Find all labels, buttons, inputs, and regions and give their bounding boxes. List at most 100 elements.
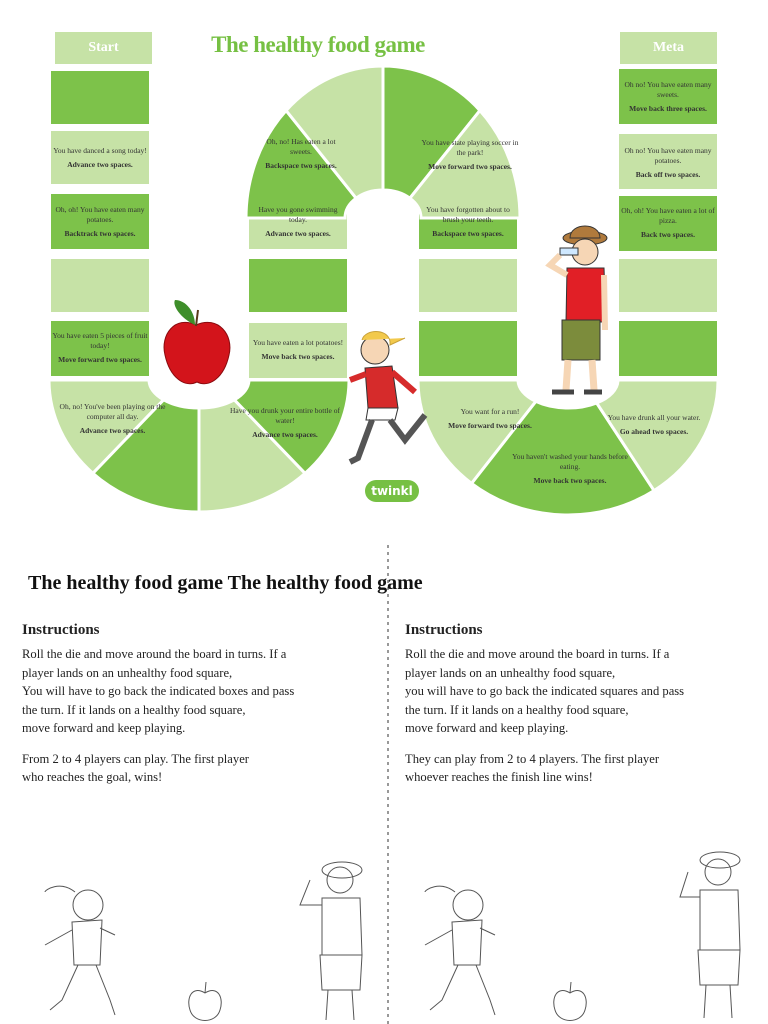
boy-outline bbox=[299, 861, 363, 1021]
instruction-line: whoever reaches the finish line wins! bbox=[405, 770, 593, 784]
board-tile bbox=[247, 257, 349, 314]
tile-text: You haven't washed your hands before eat… bbox=[510, 444, 630, 494]
tile-message: Oh, no! You've been playing on the compu… bbox=[59, 401, 166, 421]
board-tile bbox=[49, 129, 151, 186]
coloring-illustrations bbox=[44, 851, 741, 1021]
instruction-line: From 2 to 4 players can play. The first … bbox=[22, 751, 249, 766]
instruction-column: Instructions Roll the die and move around… bbox=[405, 622, 750, 799]
tile-message: You have forgotten about to brush your t… bbox=[426, 204, 510, 224]
tile-message: Oh, oh! You have eaten a lot of pizza. bbox=[621, 205, 715, 225]
tile-message: You have state playing soccer in the par… bbox=[421, 137, 519, 157]
board-tile bbox=[49, 257, 151, 314]
board-tile bbox=[197, 397, 308, 514]
tile-action: Backtrack two spaces. bbox=[64, 229, 136, 239]
tile-action: Move forward two spaces. bbox=[58, 355, 142, 365]
tile-message: You haven't washed your hands before eat… bbox=[512, 451, 628, 471]
tile-action: Move forward two spaces. bbox=[448, 421, 532, 430]
instruction-title: Instructions bbox=[22, 622, 100, 638]
tile-action: Back two spaces. bbox=[641, 230, 695, 240]
instruction-line: Roll the die and move around the board i… bbox=[22, 647, 287, 661]
tile-message: You have eaten a lot potatoes! bbox=[252, 337, 344, 347]
tile-text: Oh no! You have eaten many potatoes. Back… bbox=[620, 138, 716, 188]
tile-text: Oh, oh! You have eaten many potatoes. Bac… bbox=[52, 196, 148, 248]
girl-outline bbox=[44, 885, 116, 1016]
tile-action: Move back two spaces. bbox=[533, 476, 607, 486]
finish-label: Meta bbox=[620, 32, 717, 64]
tile-text: You have drunk all your water. Go ahead t… bbox=[606, 396, 702, 454]
board-tile bbox=[617, 67, 719, 126]
tile-message: Oh, no! Has eaten a lot sweets. bbox=[266, 136, 336, 156]
board-tile bbox=[417, 257, 519, 314]
instruction-paragraph: Roll the die and move around the board i… bbox=[405, 645, 750, 738]
instruction-column: Instructions Roll the die and move around… bbox=[22, 622, 367, 799]
tile-text: You have state playing soccer in the par… bbox=[420, 120, 520, 190]
tile-action: Back off two spaces. bbox=[635, 170, 701, 180]
girl-illustration bbox=[348, 331, 428, 465]
instruction-line: who reaches the goal, wins! bbox=[22, 770, 163, 784]
tile-text: You have danced a song today! Advance two… bbox=[52, 132, 148, 184]
instruction-line: you will have to go back the indicated s… bbox=[405, 684, 685, 698]
apple-outline bbox=[188, 981, 222, 1021]
tile-action: Backspace two spaces. bbox=[265, 161, 337, 171]
board-tile bbox=[469, 399, 657, 517]
tile-action: Move forward two spaces. bbox=[428, 162, 512, 172]
board-tile bbox=[49, 192, 151, 251]
tile-message: Oh, oh! You have eaten many potatoes. bbox=[55, 204, 145, 224]
tile-message: You have eaten 5 pieces of fruit today! bbox=[52, 330, 148, 350]
board-tile bbox=[49, 319, 151, 378]
tile-action: Advance two spaces. bbox=[67, 160, 133, 169]
tile-action: Go ahead two spaces. bbox=[619, 427, 689, 436]
tile-action: Move back three spaces. bbox=[629, 104, 707, 114]
tile-text: Oh, no! You've been playing on the compu… bbox=[55, 388, 170, 450]
instruction-line: move forward and keep playing. bbox=[22, 721, 186, 735]
board-tile bbox=[617, 194, 719, 253]
board-tile bbox=[407, 108, 522, 220]
board-tiles bbox=[47, 64, 720, 517]
tile-action: Advance two spaces. bbox=[265, 229, 331, 239]
board-tile bbox=[247, 321, 349, 380]
board-tile bbox=[617, 132, 719, 191]
sheet-heading: The healthy food game The healthy food g… bbox=[28, 572, 423, 594]
board-title: The healthy food game bbox=[211, 32, 425, 57]
tile-text: Oh, oh! You have eaten a lot of pizza. Ba… bbox=[620, 198, 716, 248]
instruction-title: Instructions bbox=[405, 622, 483, 638]
tile-text: You have eaten a lot potatoes! Move back … bbox=[250, 325, 346, 375]
instruction-paragraph: From 2 to 4 players can play. The first … bbox=[22, 750, 367, 787]
boy-outline-2 bbox=[679, 851, 741, 1019]
instruction-line: Roll the die and move around the board i… bbox=[405, 647, 670, 661]
tile-text: Oh, no! Has eaten a lot sweets. Backspace… bbox=[255, 126, 347, 182]
instruction-paragraph: Roll the die and move around the board i… bbox=[22, 645, 367, 738]
board-tile bbox=[47, 378, 167, 476]
tile-text: You want for a run! Move forward two spac… bbox=[440, 398, 540, 440]
instruction-line: player lands on an unhealthy food square… bbox=[405, 665, 616, 680]
instruction-line: the turn. If it lands on a healthy food … bbox=[22, 702, 246, 717]
tile-action: Move back two spaces. bbox=[261, 352, 335, 361]
tile-text: You have eaten 5 pieces of fruit today! M… bbox=[52, 322, 148, 374]
instruction-line: You will have to go back the indicated b… bbox=[22, 684, 295, 698]
tile-message: Have you drunk your entire bottle of wat… bbox=[230, 405, 340, 425]
instruction-line: the turn. If it lands on a healthy food … bbox=[405, 702, 629, 717]
instruction-line: move forward and keep playing. bbox=[405, 721, 569, 735]
instruction-line: player lands on an unhealthy food square… bbox=[22, 665, 233, 680]
board-tile bbox=[416, 378, 539, 486]
logo: twinkl bbox=[365, 480, 419, 502]
board-tile bbox=[381, 64, 482, 201]
board-tile bbox=[90, 397, 201, 514]
tile-message: You want for a run! bbox=[460, 406, 520, 416]
tile-message: You have drunk all your water. bbox=[607, 412, 701, 422]
tile-text: Have you drunk your entire bottle of wat… bbox=[226, 392, 344, 454]
board-tile bbox=[49, 69, 151, 126]
board-tile bbox=[617, 257, 719, 314]
tile-text: You have forgotten about to brush your t… bbox=[420, 197, 516, 247]
board-tile bbox=[417, 319, 519, 378]
tile-message: Oh no! You have eaten many sweets. bbox=[624, 79, 712, 99]
tile-message: Oh no! You have eaten many potatoes. bbox=[624, 145, 712, 165]
board-tile bbox=[244, 108, 359, 220]
tile-action: Backspace two spaces. bbox=[432, 229, 504, 239]
tile-message: Have you gone swimming today. bbox=[258, 204, 338, 224]
boy-illustration bbox=[545, 225, 608, 395]
start-label: Start bbox=[55, 32, 152, 64]
board-tile bbox=[284, 64, 385, 201]
